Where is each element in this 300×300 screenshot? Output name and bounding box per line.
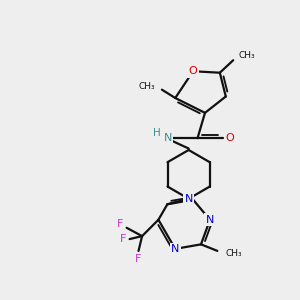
Text: N: N (184, 194, 193, 204)
Text: CH₃: CH₃ (139, 82, 155, 91)
Text: N: N (171, 244, 179, 254)
Text: H: H (153, 128, 161, 138)
Text: F: F (120, 234, 126, 244)
Text: N: N (164, 133, 172, 143)
Text: F: F (135, 254, 142, 264)
Text: CH₃: CH₃ (238, 51, 255, 60)
Text: O: O (189, 66, 197, 76)
Text: O: O (226, 133, 235, 143)
Text: CH₃: CH₃ (226, 249, 242, 258)
Text: N: N (206, 215, 214, 225)
Text: F: F (117, 219, 123, 229)
